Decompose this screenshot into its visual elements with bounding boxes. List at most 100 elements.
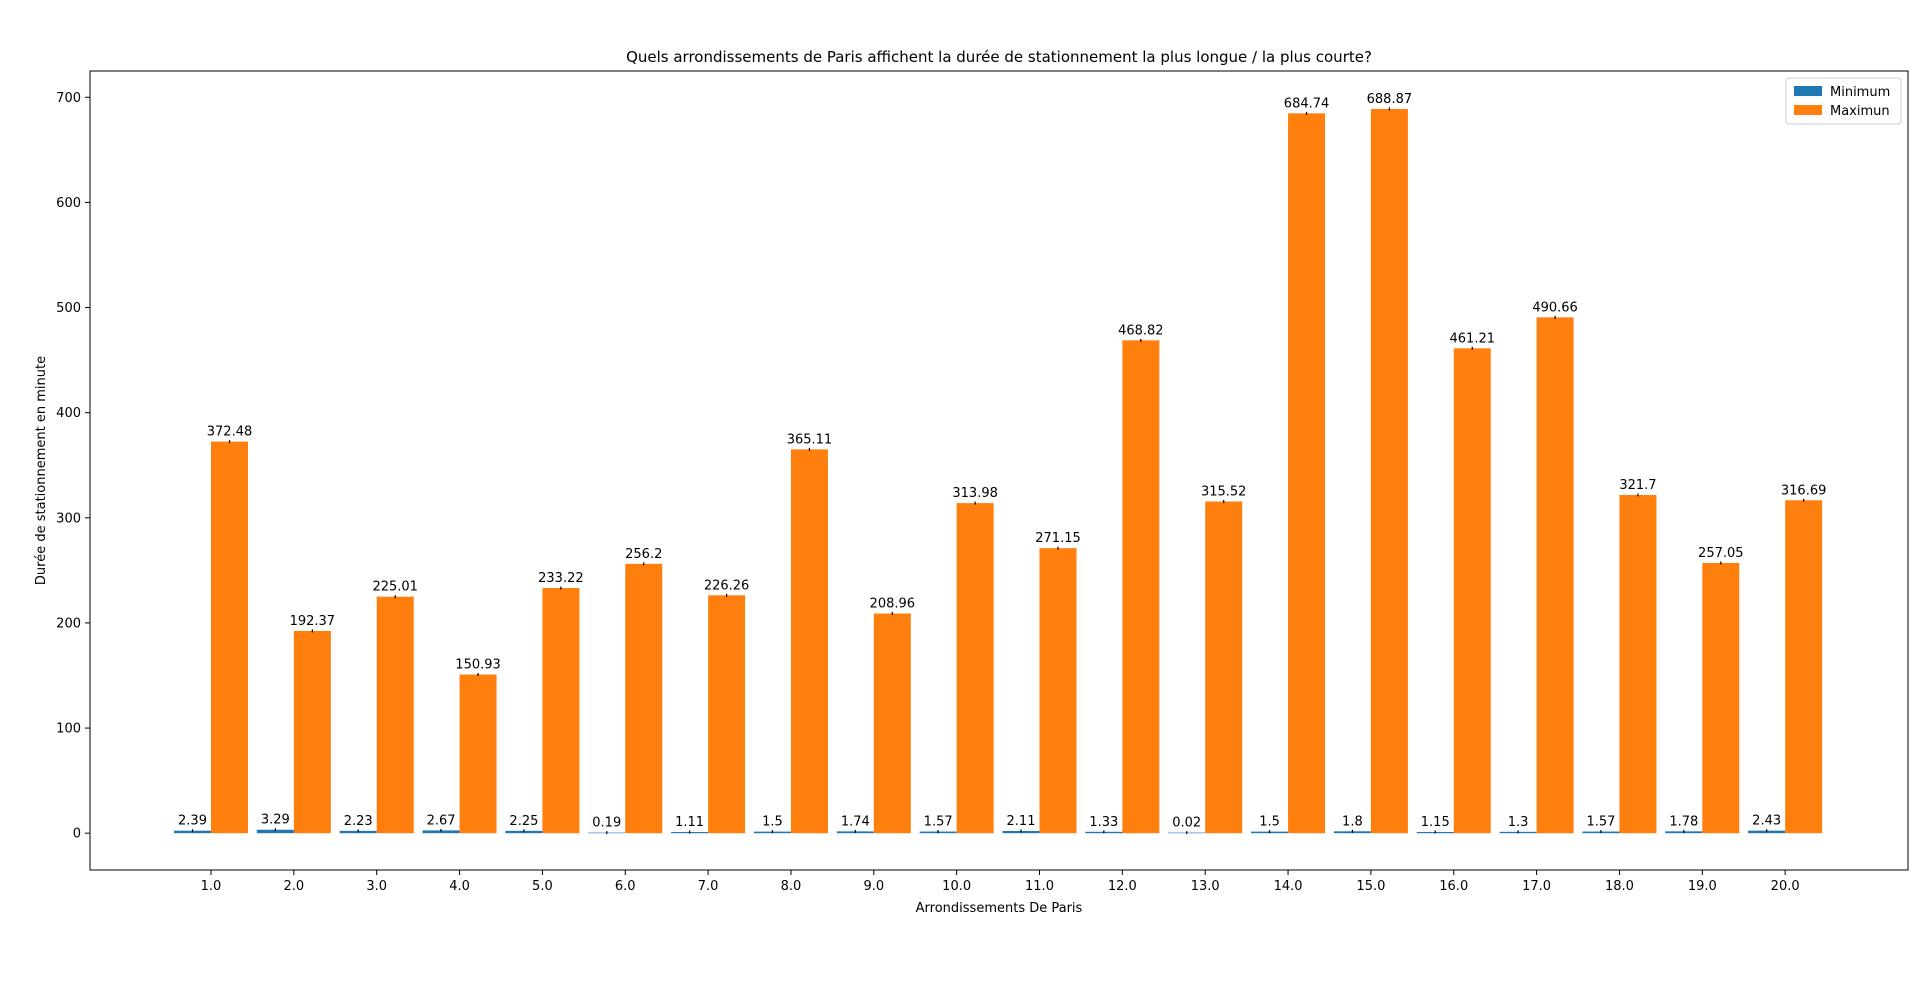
bar-maximum-5 — [542, 588, 580, 834]
bar-maximum-10 — [956, 503, 994, 834]
x-tick-label-17: 17.0 — [1522, 879, 1551, 894]
plot-area: 2.39 372.48 1.0 3.29 192.37 2.0 2.23 225.01 3.0 2… — [56, 70, 1909, 894]
x-tick-label-3: 3.0 — [366, 879, 387, 894]
data-label-minimum-14: 1.5 — [1259, 815, 1280, 830]
data-label-minimum-2: 3.29 — [261, 813, 290, 828]
bar-maximum-20 — [1785, 500, 1823, 834]
data-label-minimum-4: 2.67 — [427, 813, 456, 828]
x-tick-label-4: 4.0 — [449, 879, 470, 894]
data-label-minimum-10: 1.57 — [924, 815, 953, 830]
bar-minimum-2 — [256, 829, 294, 834]
data-label-minimum-20: 2.43 — [1752, 814, 1781, 829]
y-tick-label-8: 700 — [56, 91, 81, 106]
y-tick-label-5: 400 — [56, 406, 81, 421]
data-label-maximum-13: 315.52 — [1201, 484, 1247, 499]
x-tick-label-18: 18.0 — [1605, 879, 1634, 894]
x-tick-label-2: 2.0 — [284, 879, 305, 894]
data-label-maximum-4: 150.93 — [455, 658, 501, 673]
data-label-maximum-18: 321.7 — [1619, 478, 1656, 493]
bar-maximum-13 — [1205, 501, 1243, 834]
y-axis-label: Durée de stationnement en minute — [34, 356, 49, 585]
x-axis-label: Arrondissements De Paris — [916, 901, 1083, 916]
data-label-maximum-20: 316.69 — [1781, 483, 1827, 498]
data-label-minimum-3: 2.23 — [344, 814, 373, 829]
data-label-maximum-1: 372.48 — [207, 425, 253, 440]
data-label-maximum-17: 490.66 — [1532, 300, 1578, 315]
x-tick-label-11: 11.0 — [1025, 879, 1054, 894]
data-label-maximum-19: 257.05 — [1698, 546, 1744, 561]
legend-swatch-minimum — [1794, 86, 1822, 96]
bar-maximum-2 — [293, 630, 331, 834]
bar-maximum-3 — [376, 596, 414, 834]
bar-maximum-6 — [625, 563, 663, 834]
bar-maximum-11 — [1039, 548, 1077, 834]
legend-label-minimum: Minimum — [1830, 85, 1890, 100]
data-label-minimum-13: 0.02 — [1172, 816, 1201, 831]
data-label-maximum-2: 192.37 — [290, 614, 336, 629]
data-label-minimum-18: 1.57 — [1586, 815, 1615, 830]
data-label-minimum-7: 1.11 — [675, 815, 704, 830]
data-label-minimum-17: 1.3 — [1508, 815, 1529, 830]
data-label-minimum-8: 1.5 — [762, 815, 783, 830]
y-tick-label-1: 0 — [73, 827, 81, 842]
y-tick-label-6: 500 — [56, 301, 81, 316]
data-label-maximum-5: 233.22 — [538, 571, 584, 586]
y-tick-label-7: 600 — [56, 196, 81, 211]
data-label-minimum-6: 0.19 — [592, 816, 621, 831]
x-tick-label-9: 9.0 — [863, 879, 884, 894]
data-label-maximum-8: 365.11 — [787, 432, 833, 447]
bar-maximum-15 — [1370, 108, 1408, 834]
y-tick-label-4: 300 — [56, 511, 81, 526]
data-label-maximum-6: 256.2 — [625, 547, 662, 562]
data-label-minimum-9: 1.74 — [841, 814, 870, 829]
bar-maximum-18 — [1619, 494, 1657, 834]
data-label-minimum-19: 1.78 — [1669, 814, 1698, 829]
data-label-minimum-16: 1.15 — [1421, 815, 1450, 830]
y-tick-label-2: 100 — [56, 722, 81, 737]
bar-maximum-12 — [1122, 340, 1160, 834]
bar-maximum-16 — [1453, 348, 1491, 834]
x-tick-label-16: 16.0 — [1439, 879, 1468, 894]
x-tick-label-5: 5.0 — [532, 879, 553, 894]
data-label-minimum-12: 1.33 — [1089, 815, 1118, 830]
data-label-maximum-10: 313.98 — [952, 486, 998, 501]
bar-maximum-17 — [1536, 317, 1574, 834]
x-tick-label-14: 14.0 — [1274, 879, 1303, 894]
data-label-maximum-9: 208.96 — [870, 597, 916, 612]
data-label-minimum-15: 1.8 — [1342, 814, 1363, 829]
x-tick-label-20: 20.0 — [1771, 879, 1800, 894]
data-label-maximum-15: 688.87 — [1367, 92, 1413, 107]
bar-maximum-14 — [1288, 113, 1326, 834]
data-label-minimum-11: 2.11 — [1007, 814, 1036, 829]
data-label-minimum-1: 2.39 — [178, 814, 207, 829]
legend: Minimum Maximun — [1785, 77, 1902, 125]
x-tick-label-10: 10.0 — [942, 879, 971, 894]
x-tick-label-7: 7.0 — [698, 879, 719, 894]
legend-label-maximum: Maximun — [1830, 104, 1890, 119]
bar-maximum-8 — [790, 449, 828, 834]
x-tick-label-8: 8.0 — [781, 879, 802, 894]
y-tick-label-3: 200 — [56, 616, 81, 631]
bar-maximum-1 — [211, 441, 248, 834]
bar-maximum-19 — [1702, 562, 1740, 834]
data-label-maximum-3: 225.01 — [372, 580, 418, 595]
data-label-minimum-5: 2.25 — [509, 814, 538, 829]
bar-maximum-9 — [873, 613, 911, 834]
x-tick-label-1: 1.0 — [201, 879, 222, 894]
data-label-maximum-14: 684.74 — [1284, 96, 1330, 111]
bar-maximum-4 — [459, 674, 497, 834]
data-label-maximum-11: 271.15 — [1035, 531, 1081, 546]
x-tick-label-19: 19.0 — [1688, 879, 1717, 894]
data-label-maximum-7: 226.26 — [704, 578, 750, 593]
bar-maximum-7 — [708, 595, 746, 834]
plot-frame — [89, 70, 1909, 871]
data-label-maximum-12: 468.82 — [1118, 323, 1164, 338]
x-tick-label-12: 12.0 — [1108, 879, 1137, 894]
x-tick-label-13: 13.0 — [1191, 879, 1220, 894]
x-tick-label-6: 6.0 — [615, 879, 636, 894]
data-label-maximum-16: 461.21 — [1450, 331, 1496, 346]
chart-title: Quels arrondissements de Paris affichent… — [626, 48, 1372, 66]
x-tick-label-15: 15.0 — [1356, 879, 1385, 894]
legend-swatch-maximum — [1794, 105, 1822, 115]
